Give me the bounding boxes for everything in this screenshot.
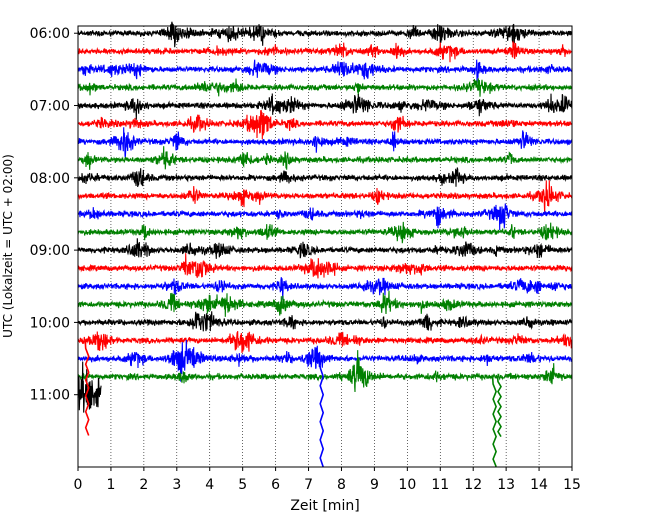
x-tick-label: 1 <box>106 477 115 493</box>
trace-layer <box>77 21 573 468</box>
x-tick-label: 14 <box>530 477 548 493</box>
x-tick-label: 2 <box>139 477 148 493</box>
seismic-spike <box>318 358 325 468</box>
seismic-trace <box>77 167 573 188</box>
seismic-trace <box>77 221 573 244</box>
seismic-trace <box>77 311 573 332</box>
seismic-trace <box>77 146 573 170</box>
x-tick-label: 11 <box>431 477 449 493</box>
x-tick-label: 9 <box>370 477 379 493</box>
seismic-trace <box>77 253 573 279</box>
y-axis-ticks: 06:00 07:00 08:00 09:00 10:00 11:00 <box>30 26 78 404</box>
seismic-trace <box>77 180 573 215</box>
seismic-trace <box>77 331 573 354</box>
x-tick-label: 6 <box>271 477 280 493</box>
seismic-trace <box>77 277 573 300</box>
seismic-trace <box>77 350 573 393</box>
seismic-trace <box>77 78 573 97</box>
x-tick-label: 7 <box>304 477 313 493</box>
x-axis-ticks: 0 1 2 3 4 5 6 7 8 9 10 11 12 13 14 15 <box>74 467 581 493</box>
seismic-trace <box>77 238 573 259</box>
y-tick-label: 10:00 <box>30 315 70 331</box>
x-tick-label: 8 <box>337 477 346 493</box>
seismic-trace <box>77 59 573 83</box>
y-tick-label: 08:00 <box>30 171 70 187</box>
x-tick-label: 15 <box>563 477 581 493</box>
seismic-trace <box>77 127 573 158</box>
seismic-trace <box>77 361 102 413</box>
x-axis-label: Zeit [min] <box>290 498 359 514</box>
x-tick-label: 0 <box>74 477 83 493</box>
x-tick-label: 13 <box>497 477 515 493</box>
y-tick-label: 11:00 <box>30 388 70 404</box>
seismic-trace <box>77 290 573 317</box>
y-tick-label: 07:00 <box>30 99 70 115</box>
x-tick-label: 5 <box>238 477 247 493</box>
vertical-grid <box>110 26 540 467</box>
seismic-trace <box>77 110 573 140</box>
seismic-spike <box>491 376 497 467</box>
x-tick-label: 12 <box>464 477 482 493</box>
x-tick-label: 10 <box>398 477 416 493</box>
seismic-trace <box>77 93 573 120</box>
y-tick-label: 06:00 <box>30 26 70 42</box>
seismic-spike <box>496 376 502 438</box>
seismic-trace <box>77 339 573 382</box>
x-tick-label: 3 <box>172 477 181 493</box>
seismic-trace <box>77 21 573 48</box>
seismic-trace <box>77 203 573 231</box>
y-tick-label: 09:00 <box>30 243 70 259</box>
plot-frame <box>77 25 573 468</box>
seismic-trace <box>77 41 573 63</box>
x-tick-label: 4 <box>205 477 214 493</box>
y-axis-label: UTC (Lokalzeit = UTC + 02:00) <box>1 154 15 338</box>
seismic-spike <box>84 340 90 436</box>
